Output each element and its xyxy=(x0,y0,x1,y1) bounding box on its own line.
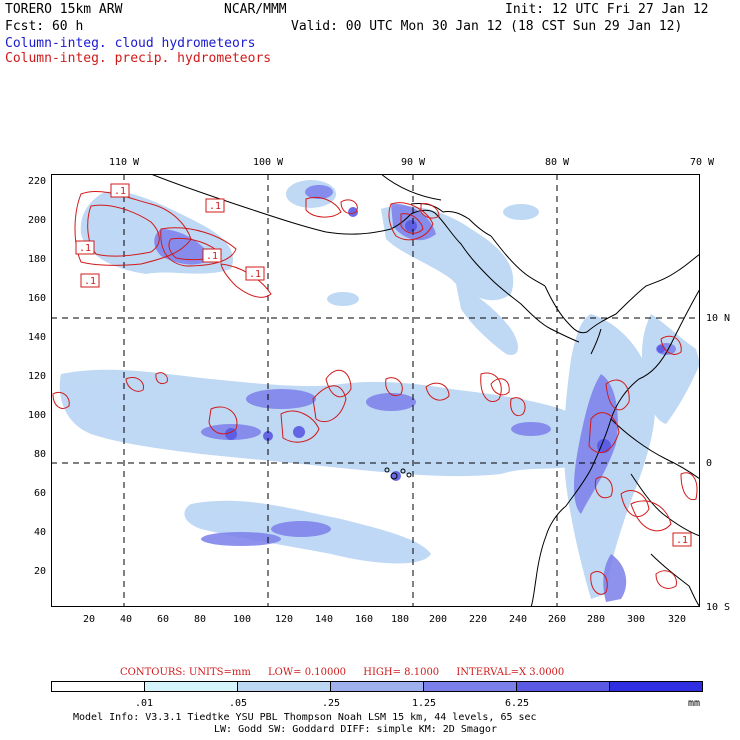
y-tick: 120 xyxy=(27,371,46,382)
contour-label: .1 xyxy=(206,251,218,262)
x-tick: 120 xyxy=(274,614,294,625)
contour-label-box xyxy=(202,248,222,263)
cloud-field-label: Column-integ. cloud hydrometeors xyxy=(5,36,256,51)
contour-units: CONTOURS: UNITS=mm xyxy=(120,667,251,678)
x-tick: 60 xyxy=(156,614,170,625)
colorbar xyxy=(51,681,703,692)
contour-label: .1 xyxy=(84,276,96,287)
model-title: TORERO 15km ARW xyxy=(5,2,123,17)
y-tick: 100 xyxy=(27,410,46,421)
map-frame xyxy=(51,174,700,607)
colorbar-segment xyxy=(145,682,238,691)
precip-field-label: Column-integ. precip. hydrometeors xyxy=(5,51,272,66)
contour-label-group: .1 .1 .1 .1 .1 .1 .1 xyxy=(75,183,692,547)
contour-label-box xyxy=(245,266,265,281)
colorbar-unit: mm xyxy=(687,698,701,709)
y-tick: 60 xyxy=(33,488,46,499)
cloud-shading-dark xyxy=(225,207,665,481)
lon-label-70w: 70 W xyxy=(689,157,715,168)
x-tick: 40 xyxy=(119,614,133,625)
contour-interval: INTERVAL=X 3.0000 xyxy=(456,667,565,678)
colorbar-segment xyxy=(424,682,517,691)
contour-info: CONTOURS: UNITS=mm LOW= 0.10000 HIGH= 8.… xyxy=(120,667,578,678)
x-tick: 220 xyxy=(468,614,488,625)
x-tick: 240 xyxy=(508,614,528,625)
contour-label-box xyxy=(205,198,225,213)
contour-high: HIGH= 8.1000 xyxy=(363,667,440,678)
colorbar-segment xyxy=(238,682,331,691)
contour-label: .1 xyxy=(209,201,221,212)
y-tick: 180 xyxy=(27,254,46,265)
x-tick: 100 xyxy=(232,614,252,625)
lat-label-10s: 10 S xyxy=(706,602,731,613)
x-tick: 80 xyxy=(193,614,207,625)
init-time: Init: 12 UTC Fri 27 Jan 12 xyxy=(505,2,709,17)
colorbar-label: .01 xyxy=(134,698,154,709)
contour-label: .1 xyxy=(114,186,126,197)
y-tick: 160 xyxy=(27,293,46,304)
lat-label-10n: 10 N xyxy=(706,313,731,324)
x-tick: 320 xyxy=(667,614,687,625)
lon-label-100w: 100 W xyxy=(252,157,284,168)
y-tick: 80 xyxy=(33,449,46,460)
contour-label-box xyxy=(75,240,95,255)
forecast-map: .1 .1 .1 .1 .1 .1 .1 xyxy=(51,174,700,607)
contour-label-box xyxy=(672,532,692,547)
y-tick: 40 xyxy=(33,527,46,538)
y-tick: 220 xyxy=(27,176,46,187)
contour-label: .1 xyxy=(676,535,688,546)
contour-label-box xyxy=(110,183,130,198)
colorbar-label: .25 xyxy=(321,698,341,709)
contour-low: LOW= 0.10000 xyxy=(268,667,347,678)
y-tick: 200 xyxy=(27,215,46,226)
colorbar-label: .05 xyxy=(228,698,248,709)
forecast-hour: Fcst: 60 h xyxy=(5,19,84,34)
x-tick: 160 xyxy=(354,614,374,625)
organization-label: NCAR/MMM xyxy=(224,2,287,17)
x-tick: 260 xyxy=(547,614,567,625)
x-tick: 280 xyxy=(586,614,606,625)
lon-label-80w: 80 W xyxy=(544,157,570,168)
y-tick: 20 xyxy=(33,566,46,577)
colorbar-segment xyxy=(610,682,702,691)
model-info-line1: Model Info: V3.3.1 Tiedtke YSU PBL Thomp… xyxy=(73,712,537,723)
colorbar-label: 6.25 xyxy=(504,698,530,709)
x-tick: 140 xyxy=(314,614,334,625)
coastlines xyxy=(150,174,700,607)
y-tick: 140 xyxy=(27,332,46,343)
x-tick: 180 xyxy=(390,614,410,625)
lon-label-90w: 90 W xyxy=(400,157,426,168)
x-tick: 300 xyxy=(626,614,646,625)
lon-label-110w: 110 W xyxy=(108,157,140,168)
contour-label: .1 xyxy=(79,243,91,254)
lat-label-0: 0 xyxy=(706,458,713,469)
model-info-line2: LW: Godd SW: Goddard DIFF: simple KM: 2D… xyxy=(214,724,497,735)
colorbar-segment xyxy=(52,682,145,691)
x-tick: 20 xyxy=(82,614,96,625)
colorbar-label: 1.25 xyxy=(411,698,437,709)
colorbar-segment xyxy=(331,682,424,691)
x-tick: 200 xyxy=(428,614,448,625)
contour-label: .1 xyxy=(249,269,261,280)
lat-lon-grid xyxy=(51,174,700,607)
valid-time: Valid: 00 UTC Mon 30 Jan 12 (18 CST Sun … xyxy=(291,19,683,34)
colorbar-segment xyxy=(517,682,610,691)
contour-label-box xyxy=(80,273,100,288)
